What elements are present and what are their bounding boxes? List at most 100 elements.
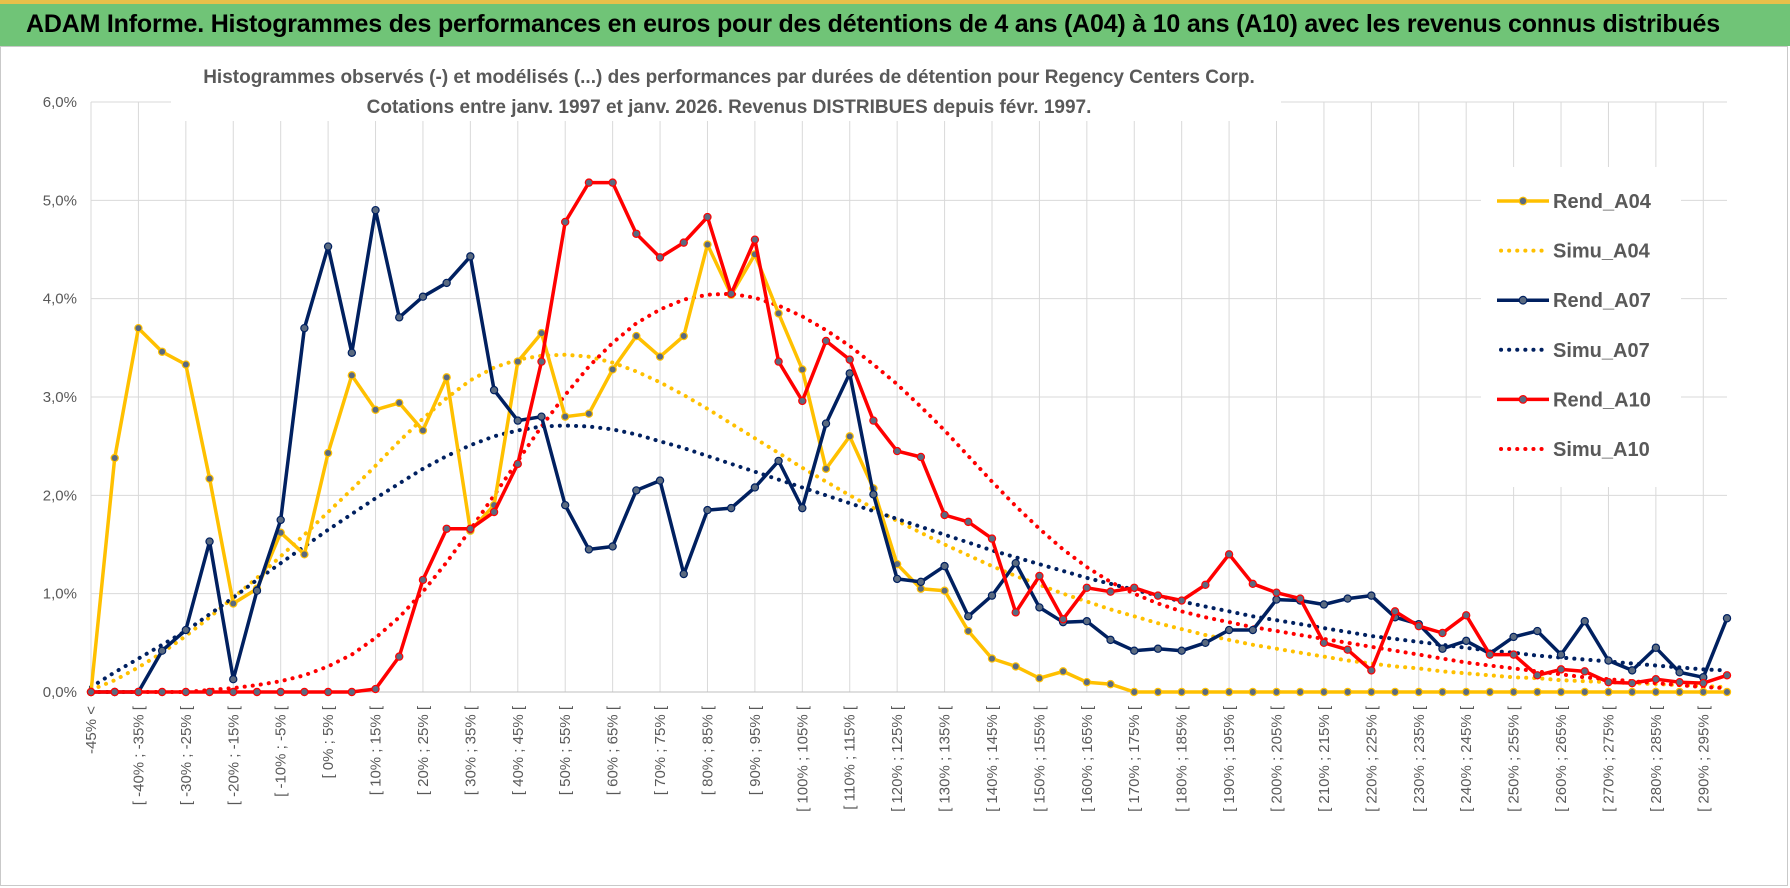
data-point: [157, 646, 167, 655]
chart-title-background: [171, 55, 1281, 121]
data-point: [1343, 687, 1352, 697]
x-tick-label: [ -20% ; -15% [: [225, 705, 242, 805]
data-point: [442, 278, 451, 288]
x-tick-label: [ 30% ; 35% [: [462, 705, 479, 795]
data-point: [1556, 650, 1566, 659]
data-point: [584, 545, 594, 554]
data-point: [1604, 677, 1613, 687]
data-point: [1722, 687, 1732, 697]
legend-marker: [1518, 295, 1528, 305]
data-point: [1177, 687, 1186, 697]
data-point: [1319, 600, 1329, 609]
data-point: [1106, 587, 1115, 596]
series-simu-a10: [89, 291, 1729, 694]
data-point: [1627, 678, 1637, 688]
data-point: [561, 500, 570, 510]
x-tick-label: [ 250% ; 255% [: [1506, 705, 1523, 812]
x-tick-label: [ 10% ; 15% [: [368, 705, 385, 795]
data-point: [1272, 595, 1281, 604]
data-point: [1485, 687, 1495, 697]
data-point: [940, 561, 949, 571]
x-tick-label: [ 150% ; 155% [: [1031, 705, 1048, 812]
x-tick-label: [ 0% ; 5% [: [320, 705, 337, 778]
data-point: [987, 654, 997, 663]
x-tick-label: [ 140% ; 145% [: [984, 705, 1001, 812]
data-point: [1248, 579, 1257, 589]
data-point: [1343, 645, 1352, 654]
data-point: [1580, 617, 1589, 626]
data-point: [1580, 687, 1589, 697]
x-tick-label: [ 280% ; 285% [: [1648, 705, 1665, 812]
data-point: [774, 456, 783, 466]
legend-item: Rend_A10: [1497, 389, 1651, 411]
data-point: [1224, 687, 1234, 697]
data-point: [1082, 617, 1092, 626]
data-point: [86, 687, 96, 697]
data-point: [1438, 687, 1447, 697]
data-point: [1177, 646, 1186, 655]
data-point: [489, 507, 499, 517]
data-point: [181, 625, 191, 635]
data-point: [679, 569, 688, 579]
data-point: [1556, 687, 1566, 697]
x-axis: -45% < [ -40% ; -35% [[ -30% ; -25% [[ -2…: [83, 691, 1727, 812]
data-point: [276, 687, 285, 697]
x-tick-label: [ -10% ; -5% [: [273, 705, 290, 797]
data-point: [798, 396, 807, 406]
legend-label: Simu_A04: [1553, 241, 1651, 263]
x-tick-label: [ 130% ; 135% [: [937, 705, 954, 812]
data-point: [892, 446, 902, 456]
y-tick-label: 4,0%: [43, 291, 77, 308]
data-point: [1699, 678, 1708, 688]
data-point: [1130, 583, 1139, 592]
data-point: [1699, 687, 1708, 697]
data-point: [371, 405, 380, 414]
data-point: [1580, 667, 1589, 676]
data-point: [964, 517, 973, 527]
x-tick-label: [ 210% ; 215% [: [1316, 705, 1333, 812]
data-point: [1556, 665, 1566, 674]
data-point: [276, 515, 285, 525]
data-point: [1627, 687, 1637, 697]
data-point: [703, 212, 712, 222]
data-point: [323, 242, 333, 251]
series-line: [89, 352, 1729, 692]
x-tick-label: [ 260% ; 265% [: [1553, 705, 1570, 812]
data-point: [418, 292, 428, 301]
data-point: [869, 490, 878, 499]
data-point: [300, 687, 309, 697]
data-point: [1509, 632, 1518, 642]
legend-item: Rend_A04: [1497, 191, 1652, 213]
data-point: [513, 459, 522, 469]
data-point: [1272, 588, 1281, 597]
data-point: [561, 412, 570, 421]
data-point: [1224, 625, 1234, 635]
data-point: [750, 483, 760, 492]
legend-item: Rend_A07: [1497, 290, 1651, 312]
data-point: [1367, 687, 1376, 697]
legend-item: Simu_A07: [1499, 340, 1650, 362]
data-point: [1082, 677, 1092, 687]
y-tick-label: 2,0%: [43, 487, 77, 504]
x-tick-label: [ 220% ; 225% [: [1363, 705, 1380, 812]
data-point: [513, 357, 522, 366]
legend-label: Rend_A07: [1553, 290, 1651, 312]
data-point: [726, 503, 736, 513]
data-point: [940, 586, 949, 595]
data-point: [1272, 687, 1281, 697]
data-point: [1153, 687, 1163, 697]
data-point: [584, 409, 594, 418]
data-point: [916, 584, 926, 593]
legend-background: [1481, 167, 1681, 487]
data-point: [821, 336, 831, 346]
data-point: [1533, 626, 1542, 636]
data-point: [442, 373, 451, 382]
data-point: [892, 574, 902, 584]
data-point: [1722, 671, 1732, 680]
data-point: [1367, 666, 1376, 675]
data-point: [1604, 687, 1613, 697]
data-point: [1035, 674, 1044, 683]
data-point: [466, 524, 475, 533]
data-point: [608, 178, 617, 187]
data-point: [513, 416, 522, 425]
